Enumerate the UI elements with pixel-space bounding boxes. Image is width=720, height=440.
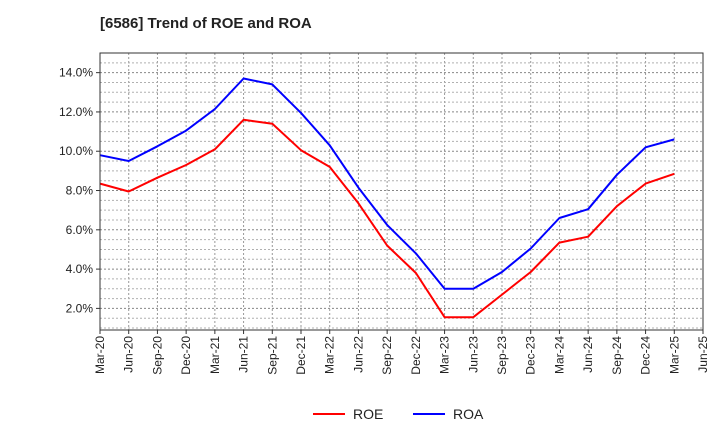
x-tick-label: Dec-22: [409, 336, 423, 375]
x-tick-label: Jun-22: [351, 336, 365, 373]
x-tick-label: Dec-23: [524, 336, 538, 375]
x-axis: Mar-20 Jun-20 Sep-20 Dec-20 Mar-21 Jun-21 Sep-…: [93, 330, 710, 375]
x-tick-label: Jun-20: [122, 336, 136, 373]
series-line-roe: [99, 118, 675, 319]
y-tick-label: 12.0%: [59, 105, 93, 119]
x-tick-label: Sep-23: [495, 336, 509, 375]
y-tick-label: 14.0%: [59, 66, 93, 80]
legend-label-roe: ROE: [353, 406, 383, 422]
x-tick-label: Jun-21: [237, 336, 251, 373]
x-tick-label: Sep-22: [380, 336, 394, 375]
y-axis: 2.0% 4.0% 6.0% 8.0% 10.0% 12.0% 14.0%: [59, 66, 100, 315]
x-tick-label: Sep-24: [610, 336, 624, 375]
y-tick-label: 8.0%: [66, 184, 94, 198]
chart-title: [6586] Trend of ROE and ROA: [100, 15, 312, 32]
legend-label-roa: ROA: [453, 406, 484, 422]
x-tick-label: Jun-25: [696, 336, 710, 373]
x-tick-label: Dec-21: [294, 336, 308, 375]
x-tick-label: Sep-21: [265, 336, 279, 375]
x-tick-label: Dec-20: [179, 336, 193, 375]
x-tick-label: Mar-21: [208, 336, 222, 374]
x-tick-label: Mar-23: [438, 336, 452, 374]
series-layer: [99, 77, 675, 319]
legend: ROE ROA: [313, 406, 484, 422]
x-tick-label: Mar-24: [552, 336, 566, 374]
x-tick-label: Jun-24: [581, 336, 595, 373]
x-tick-label: Jun-23: [466, 336, 480, 373]
series-line-roa: [99, 77, 675, 290]
y-tick-label: 2.0%: [66, 301, 94, 315]
x-tick-label: Mar-20: [93, 336, 107, 374]
x-tick-label: Mar-22: [323, 336, 337, 374]
plot-border: [99, 52, 704, 331]
x-tick-label: Sep-20: [150, 336, 164, 375]
x-tick-label: Dec-24: [639, 336, 653, 375]
y-tick-label: 4.0%: [66, 262, 94, 276]
y-tick-label: 10.0%: [59, 144, 93, 158]
x-tick-label: Mar-25: [667, 336, 681, 374]
y-tick-label: 6.0%: [66, 223, 94, 237]
